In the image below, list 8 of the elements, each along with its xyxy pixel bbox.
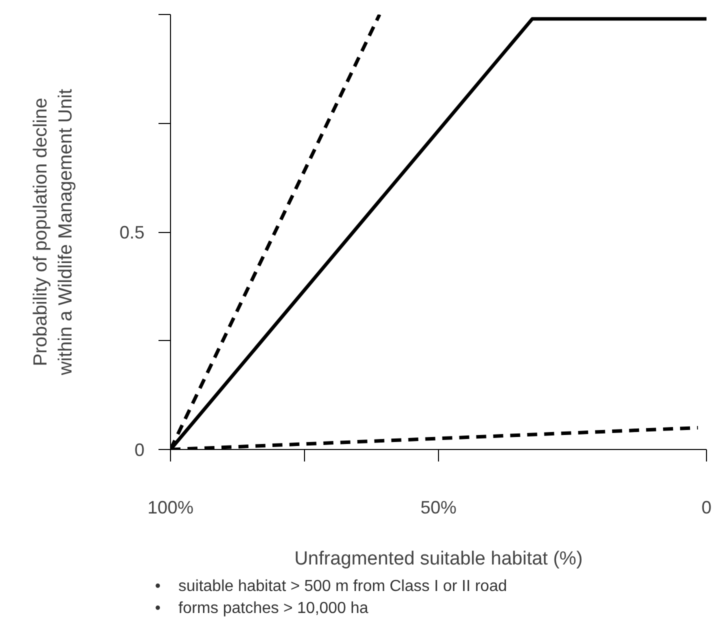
y-axis-title: Probability of population decline within a Wildlife Management Unit: [30, 88, 76, 376]
x-tick-label: 50%: [420, 498, 457, 518]
text: • forms patches > 10,000 ha: [155, 599, 370, 618]
x-axis-title: Unfragmented suitable habitat (%): [294, 548, 583, 570]
x-tick-label: 100%: [147, 498, 194, 518]
text: • suitable habitat > 500 m from Class I or II road: [155, 577, 507, 596]
x-tick-label: 0: [701, 498, 712, 518]
y-tick-label: 0.5: [119, 222, 145, 242]
